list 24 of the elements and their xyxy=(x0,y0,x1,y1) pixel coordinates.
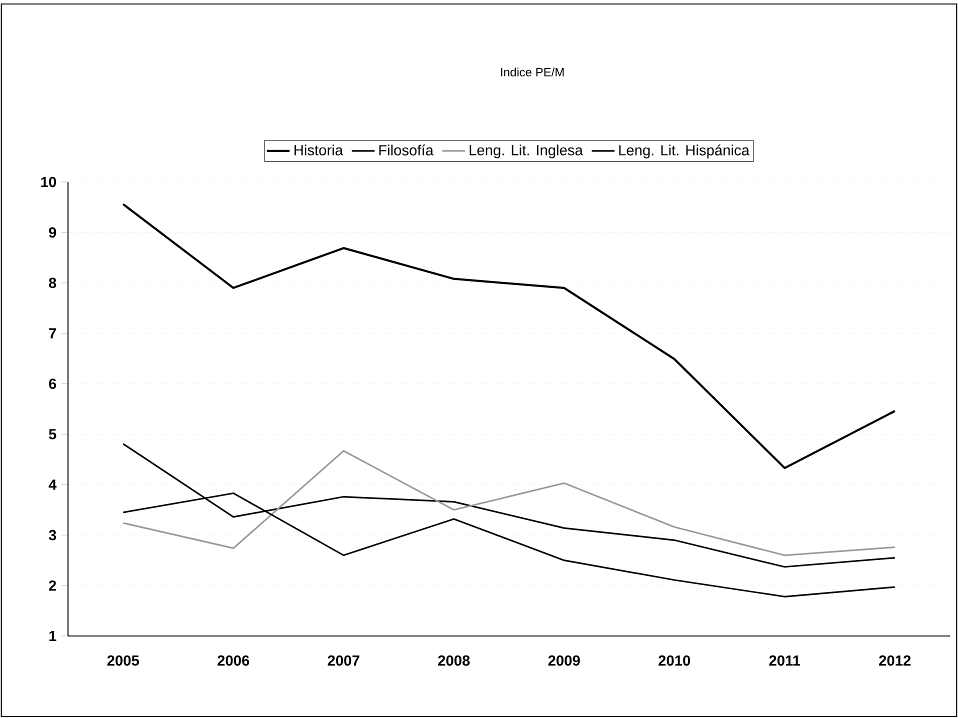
chart-title: Indice PE/M xyxy=(501,68,564,76)
legend-label: Leng. Lit. Hispánica xyxy=(619,144,750,158)
y-tick-label: 3 xyxy=(48,530,56,540)
x-tick-label: 2009 xyxy=(548,655,580,666)
y-tick-label: 1 xyxy=(49,630,56,642)
y-tick-label: 10 xyxy=(41,176,56,188)
x-tick-label: 2011 xyxy=(769,655,800,666)
y-tick-label: 8 xyxy=(48,278,56,288)
x-tick-label: 2010 xyxy=(658,655,690,666)
x-tick-label: 2006 xyxy=(218,655,250,666)
y-tick-label: 6 xyxy=(49,378,56,389)
y-tick-label: 7 xyxy=(49,328,56,338)
y-tick-label: 5 xyxy=(48,429,56,440)
y-tick-label: 4 xyxy=(48,480,57,490)
line-series xyxy=(122,203,896,470)
x-tick-label: 2012 xyxy=(879,655,911,666)
legend-label: Filosofía xyxy=(379,144,434,156)
x-tick-label: 2008 xyxy=(438,655,470,666)
x-tick-label: 2005 xyxy=(107,655,140,666)
y-tick-label: 9 xyxy=(48,227,56,238)
legend-label: Leng. Lit. Inglesa xyxy=(470,144,583,158)
y-tick-label: 2 xyxy=(48,580,56,591)
x-tick-label: 2007 xyxy=(328,655,360,666)
legend-label: Historia xyxy=(294,144,344,156)
